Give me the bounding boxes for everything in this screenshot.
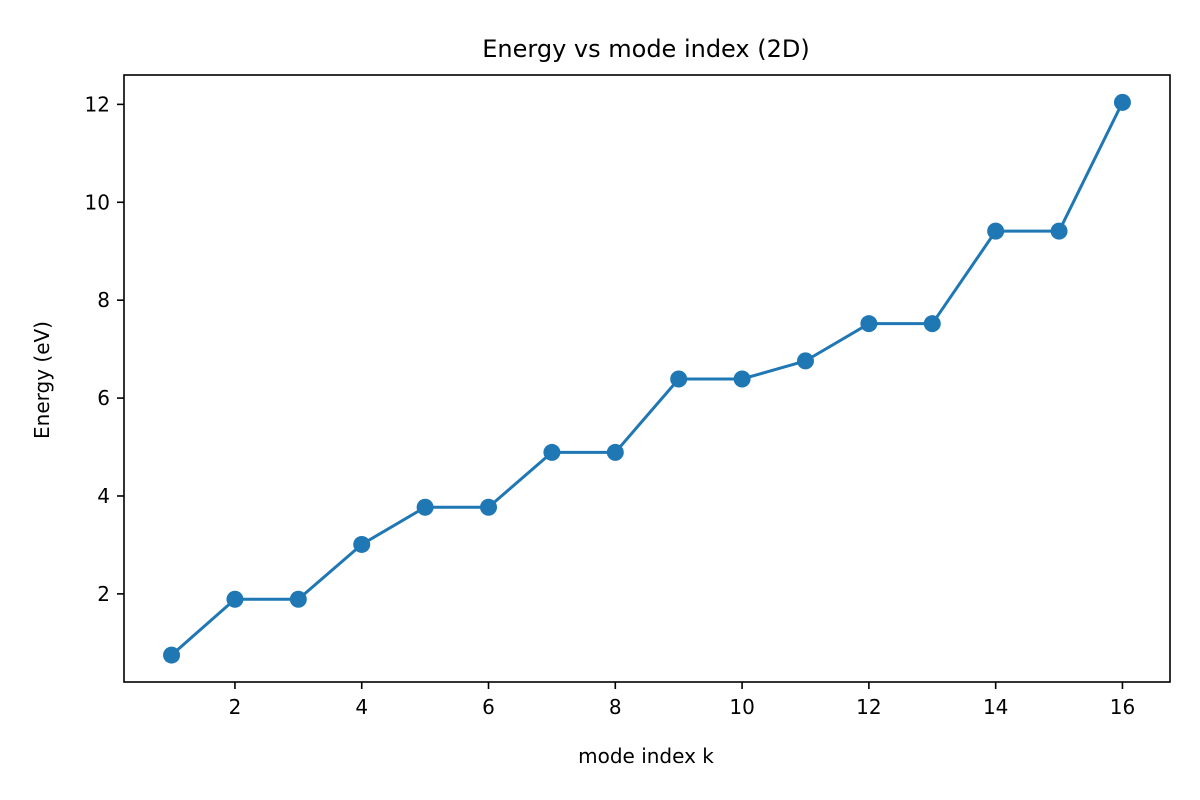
series-layer xyxy=(163,93,1131,664)
data-point xyxy=(226,590,244,608)
data-point xyxy=(796,352,814,370)
x-tick-label: 10 xyxy=(729,695,754,719)
x-axis: 2 4 6 8 10 12 14 16 xyxy=(229,682,1135,719)
y-tick-label: 6 xyxy=(97,386,110,410)
data-point xyxy=(480,498,498,516)
x-tick-label: 2 xyxy=(229,695,242,719)
x-axis-title: mode index k xyxy=(578,744,714,768)
x-tick-label: 4 xyxy=(355,695,368,719)
x-tick-label: 16 xyxy=(1110,695,1135,719)
plot-frame xyxy=(123,74,1171,683)
data-point xyxy=(1113,93,1131,111)
data-point xyxy=(670,370,688,388)
data-point xyxy=(1050,222,1068,240)
data-point xyxy=(860,315,878,333)
y-axis: 2 4 6 8 10 12 xyxy=(85,92,124,606)
series-line xyxy=(170,101,1124,657)
data-point xyxy=(353,535,371,553)
plot-area xyxy=(123,74,1171,683)
data-point xyxy=(416,498,434,516)
chart-title: Energy vs mode index (2D) xyxy=(482,35,809,63)
x-tick-label: 6 xyxy=(482,695,495,719)
y-tick-label: 10 xyxy=(85,190,110,214)
y-axis-title: Energy (eV) xyxy=(30,321,54,439)
data-point xyxy=(923,315,941,333)
data-point xyxy=(606,443,624,461)
data-point xyxy=(163,646,181,664)
data-point xyxy=(733,370,751,388)
x-tick-label: 8 xyxy=(609,695,622,719)
data-point xyxy=(987,222,1005,240)
y-tick-label: 12 xyxy=(85,92,110,116)
x-tick-label: 12 xyxy=(856,695,881,719)
data-point xyxy=(289,590,307,608)
y-tick-label: 2 xyxy=(97,582,110,606)
data-point xyxy=(543,443,561,461)
y-tick-label: 4 xyxy=(97,484,110,508)
y-tick-label: 8 xyxy=(97,288,110,312)
x-tick-label: 14 xyxy=(983,695,1008,719)
